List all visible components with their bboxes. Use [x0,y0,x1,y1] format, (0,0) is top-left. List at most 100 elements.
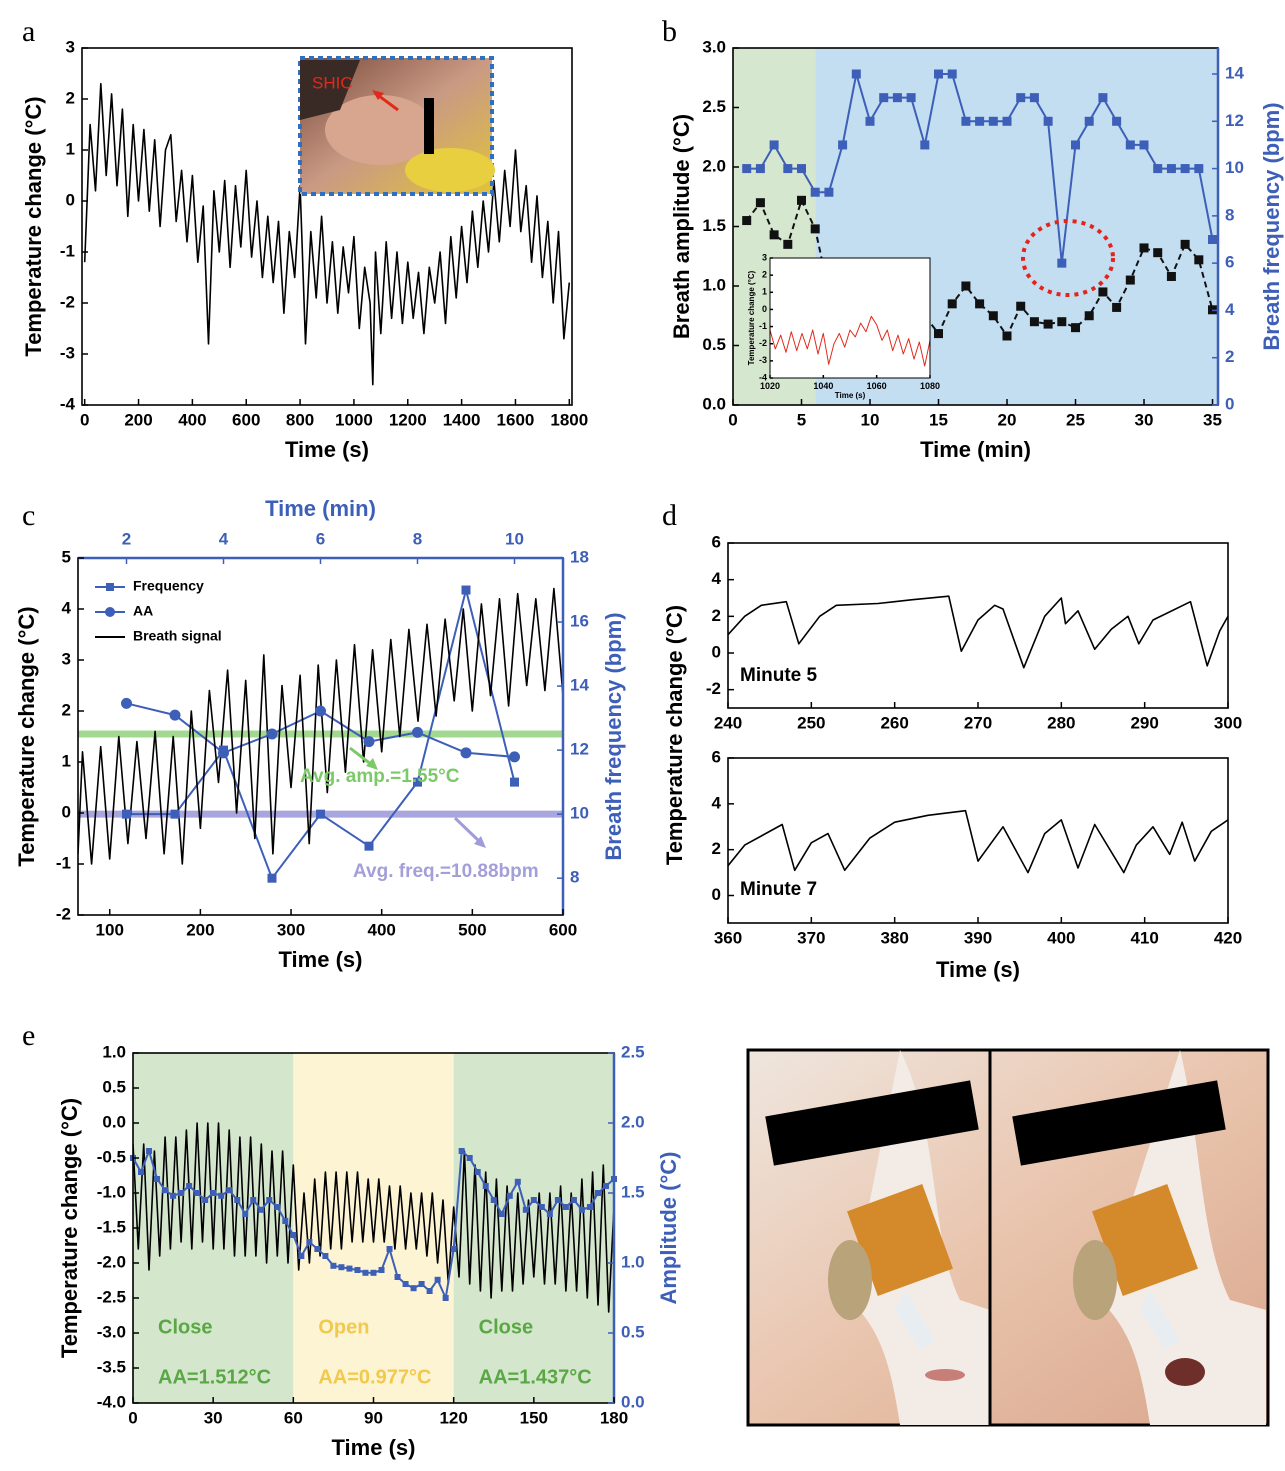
panel-letter: a [22,15,35,48]
x-tick-label: 100 [96,921,124,940]
marker [851,69,861,79]
marker [202,1197,209,1203]
y2-tick-label: 1.5 [621,1182,645,1201]
x2-tick-label: 6 [316,529,325,548]
series-line [133,1122,614,1313]
x-tick-label: 410 [1130,929,1158,948]
marker [783,164,793,174]
y2-tick-label: 12 [570,740,589,759]
y-axis-label: Temperature change (°C) [747,270,756,365]
y-tick-label: -3.5 [97,1357,126,1376]
y-tick-label: -2 [60,292,75,311]
annotation: Minute 7 [740,879,817,900]
marker [1029,317,1039,327]
marker [394,1274,401,1280]
marker [315,705,326,717]
y-tick-label: 1 [66,139,75,158]
x-tick-label: 10 [861,411,880,430]
region-label: Close [158,1316,212,1338]
y-tick-label: -1.0 [97,1182,126,1201]
region-note: AA=1.437°C [479,1366,592,1388]
y-tick-label: 1.5 [702,216,726,235]
plot-frame [81,47,573,406]
y-tick-label: 1.0 [102,1042,126,1061]
marker [947,69,957,79]
x-tick-label: 370 [797,929,825,948]
marker [386,1246,393,1252]
legend-marker [106,583,114,591]
y-tick-label: 0.0 [102,1112,126,1131]
annotation: Minute 5 [740,665,817,686]
y-tick-label: -4.0 [97,1392,126,1411]
marker [920,140,930,150]
legend-marker [105,607,115,617]
marker [266,728,278,740]
x-tick-label: 380 [880,929,908,948]
marker [178,1190,185,1196]
y-tick-label: -2 [706,679,721,698]
marker [865,116,875,126]
y-tick-label: 4 [62,598,72,617]
region [293,1053,454,1403]
sensor-coil [828,1240,872,1320]
marker [538,1204,545,1210]
series-line [770,315,930,367]
x-axis-label: Time (s) [279,947,363,972]
marker [250,1197,257,1203]
marker [562,1204,569,1210]
marker [838,140,848,150]
marker [1057,258,1067,268]
y-tick-label: -1 [56,853,71,872]
panel-letter: d [662,499,677,532]
y-tick-label: 0 [66,190,75,209]
y-tick-label: 3 [62,649,71,668]
series-line [83,82,571,386]
marker [570,1197,577,1203]
arrow [349,746,373,767]
marker [892,93,902,103]
marker [154,1176,161,1182]
mouth-open [1165,1358,1205,1386]
y2-tick-label: 4 [1225,300,1235,319]
marker [514,1178,521,1185]
y2-tick-label: 16 [570,612,589,631]
y-tick-label: 1 [62,751,71,770]
series-line [728,595,1228,669]
marker [418,1281,425,1287]
marker [267,873,277,883]
region-label: Open [318,1316,369,1338]
x-tick-label: 200 [186,921,214,940]
x-tick-label: 120 [439,1409,467,1428]
x-tick-label: 1200 [389,411,427,430]
y-tick-label: -1 [759,321,767,331]
y2-tick-label: 8 [570,868,579,887]
arrow-head [366,758,378,770]
marker [282,1218,289,1224]
marker [510,777,519,787]
x2-axis-label: Time (min) [265,496,376,521]
x-tick-label: 1600 [497,411,535,430]
marker [1084,116,1094,126]
x-tick-label: 260 [880,714,908,733]
censor-bar [1012,1080,1226,1166]
x-tick-label: 1060 [867,381,887,391]
marker [1098,93,1108,103]
x-tick-label: 1400 [443,411,481,430]
censor-bar [765,1080,979,1166]
marker [594,1190,601,1196]
marker [988,116,998,126]
marker [546,1211,553,1217]
device [1092,1184,1198,1296]
y-axis-label: Temperature change (°C) [14,606,39,866]
marker [370,1269,377,1276]
inset-label: SHIC [312,73,353,92]
marker [169,709,181,721]
marker [769,230,779,240]
y2-axis-label: Breath frequency (bpm) [1259,102,1284,350]
marker [1084,311,1094,321]
x-tick-label: 250 [797,714,825,733]
region-note: AA=1.512°C [158,1366,271,1388]
series-group [728,595,1228,669]
y2-tick-label: 6 [1225,253,1234,272]
